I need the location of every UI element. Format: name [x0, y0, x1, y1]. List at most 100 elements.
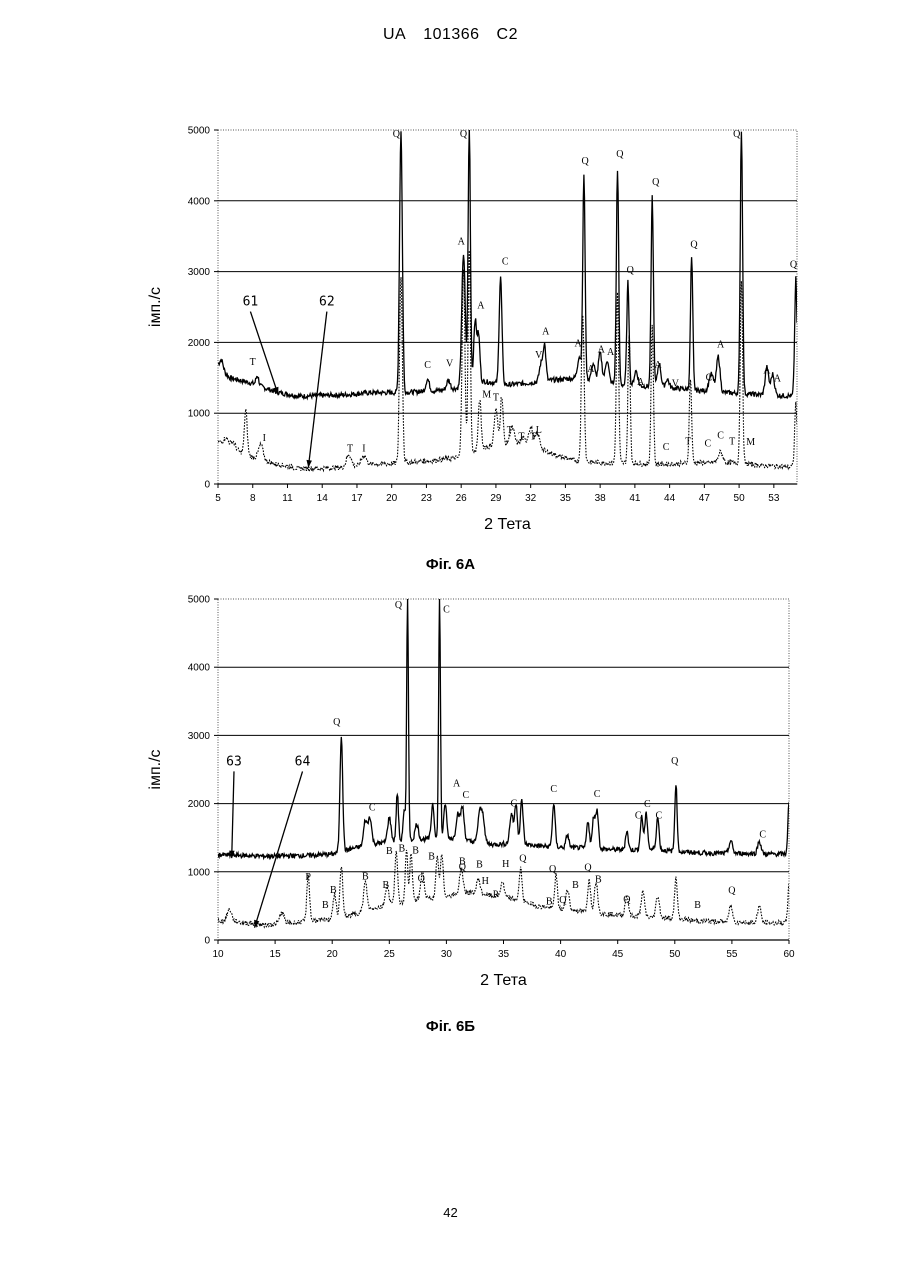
x-tick-label: 30 — [441, 949, 453, 960]
figure-caption-6a: Фіг. 6А — [0, 556, 901, 573]
peak-label-C: C — [644, 799, 651, 810]
x-tick-label: 60 — [783, 949, 795, 960]
peak-label-A: A — [607, 347, 615, 358]
peak-label-B: B — [362, 871, 369, 882]
peak-label-C: C — [635, 811, 642, 822]
peak-label-B: B — [386, 846, 393, 857]
callout-arrowhead — [254, 920, 259, 928]
callout-arrow — [308, 312, 327, 468]
x-tick-label: 15 — [270, 949, 282, 960]
peak-label-Q: Q — [733, 129, 741, 140]
peak-label-T: T — [507, 425, 513, 436]
peak-label-T: T — [493, 392, 499, 403]
peak-label-B: B — [694, 900, 701, 911]
peak-label-L: L — [536, 425, 542, 436]
peak-label-Q: Q — [584, 862, 592, 873]
peak-label-B: B — [428, 852, 435, 863]
callout-label-61: 61 — [243, 295, 259, 310]
peak-label-Q: Q — [671, 756, 679, 767]
peak-label-B: B — [476, 860, 483, 871]
x-tick-label: 29 — [490, 493, 502, 504]
peak-label-C: C — [462, 790, 469, 801]
peak-label-Q: Q — [460, 129, 468, 140]
peak-label-V: V — [446, 358, 454, 369]
peak-label-C: C — [550, 784, 557, 795]
peak-label-B: B — [412, 845, 419, 856]
y-tick-label: 3000 — [188, 731, 211, 742]
x-tick-label: 5 — [215, 493, 221, 504]
y-tick-label: 5000 — [188, 595, 211, 606]
peak-label-C: C — [502, 257, 509, 268]
y-tick-label: 2000 — [188, 338, 211, 349]
peak-label-Q: Q — [790, 259, 798, 270]
peak-label-Q: Q — [393, 129, 401, 140]
y-axis-title: імп./с — [147, 287, 164, 327]
peak-label-Q: Q — [395, 600, 403, 611]
peak-label-C: C — [594, 789, 601, 800]
patent-header: UA 101366 C2 — [0, 26, 901, 44]
peak-label-I: I — [362, 443, 365, 454]
x-tick-label: 55 — [726, 949, 738, 960]
callout-arrow — [255, 771, 303, 927]
peak-label-Q: Q — [652, 177, 660, 188]
diffractogram-solid-line — [218, 598, 789, 858]
peak-label-C: C — [424, 360, 431, 371]
x-tick-label: 35 — [498, 949, 510, 960]
figure-caption-6b: Фіг. 6Б — [0, 1018, 901, 1035]
peak-label-B: B — [546, 897, 553, 908]
peak-label-C: C — [704, 438, 711, 449]
peak-label-A: A — [458, 237, 466, 248]
y-axis-title: імп./с — [147, 749, 164, 789]
peak-label-A: A — [575, 339, 583, 350]
y-tick-label: 0 — [204, 480, 210, 491]
x-tick-label: 41 — [629, 493, 641, 504]
peak-label-T: T — [518, 431, 524, 442]
peak-label-I: I — [263, 433, 266, 444]
x-tick-label: 8 — [250, 493, 256, 504]
y-tick-label: 3000 — [188, 267, 211, 278]
peak-label-Q: Q — [728, 886, 736, 897]
x-tick-label: 44 — [664, 493, 676, 504]
peak-label-C: C — [369, 802, 376, 813]
peak-label-M: M — [746, 437, 755, 448]
peak-label-C: C — [759, 830, 766, 841]
y-tick-label: 0 — [204, 936, 210, 947]
peak-label-T: T — [729, 436, 735, 447]
peak-label-A: A — [774, 373, 782, 384]
x-tick-label: 26 — [456, 493, 468, 504]
peak-label-Q: Q — [627, 265, 635, 276]
peak-label-Q: Q — [581, 156, 589, 167]
peak-label-B: B — [330, 885, 337, 896]
peak-label-A: A — [637, 377, 645, 388]
y-tick-label: 1000 — [188, 867, 211, 878]
peak-label-Q: Q — [623, 894, 631, 905]
peak-label-B: B — [459, 856, 466, 867]
patent-kind: C2 — [497, 26, 518, 43]
callout-label-64: 64 — [295, 754, 311, 769]
x-tick-label: 14 — [317, 493, 329, 504]
peak-label-A: A — [587, 364, 595, 375]
y-tick-label: 4000 — [188, 663, 211, 674]
peak-label-Q: Q — [549, 864, 557, 875]
x-tick-label: 50 — [669, 949, 681, 960]
x-tick-label: 50 — [734, 493, 746, 504]
peak-label-H: H — [502, 859, 509, 870]
plot-frame — [218, 599, 789, 940]
peak-label-A: A — [542, 327, 550, 338]
y-tick-label: 5000 — [188, 126, 211, 137]
peak-label-V: V — [672, 378, 680, 389]
y-tick-label: 2000 — [188, 799, 211, 810]
x-tick-label: 47 — [699, 493, 711, 504]
x-tick-label: 11 — [282, 493, 293, 504]
peak-label-P: P — [493, 890, 499, 901]
peak-label-C: C — [510, 798, 517, 809]
patent-country: UA — [383, 26, 406, 43]
x-tick-label: 25 — [384, 949, 396, 960]
x-tick-label: 45 — [612, 949, 624, 960]
peak-label-M: M — [482, 390, 491, 401]
x-tick-label: 23 — [421, 493, 433, 504]
x-tick-label: 20 — [386, 493, 398, 504]
x-tick-label: 17 — [351, 493, 363, 504]
peak-label-B: B — [399, 843, 406, 854]
x-axis-title: 2 Тета — [480, 972, 527, 989]
